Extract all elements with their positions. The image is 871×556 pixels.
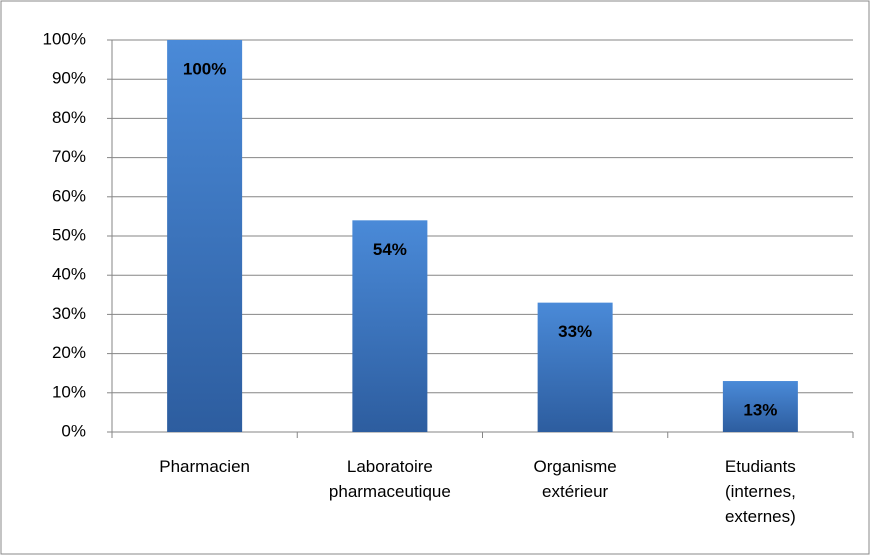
data-label: 54%	[373, 240, 407, 259]
bar	[537, 302, 613, 432]
x-tick-label: Organisme extérieur	[533, 457, 617, 501]
bar	[722, 381, 798, 432]
data-label: 33%	[558, 322, 592, 341]
y-tick-label: 20%	[52, 343, 86, 362]
x-tick-label: Etudiants (internes, externes)	[724, 457, 796, 526]
y-tick-label: 100%	[43, 29, 86, 48]
y-tick-label: 50%	[52, 225, 86, 244]
bar	[352, 220, 428, 432]
y-tick-label: 40%	[52, 265, 86, 284]
y-tick-label: 80%	[52, 108, 86, 127]
y-tick-label: 30%	[52, 304, 86, 323]
bar	[167, 40, 243, 432]
data-label: 100%	[183, 59, 226, 78]
y-tick-label: 70%	[52, 147, 86, 166]
data-label: 13%	[743, 401, 777, 420]
y-tick-label: 60%	[52, 186, 86, 205]
y-tick-label: 10%	[52, 382, 86, 401]
y-tick-label: 90%	[52, 69, 86, 88]
y-tick-label: 0%	[61, 421, 86, 440]
x-tick-label: Pharmacien	[159, 457, 250, 476]
x-tick-label: Laboratoire pharmaceutique	[328, 457, 451, 501]
